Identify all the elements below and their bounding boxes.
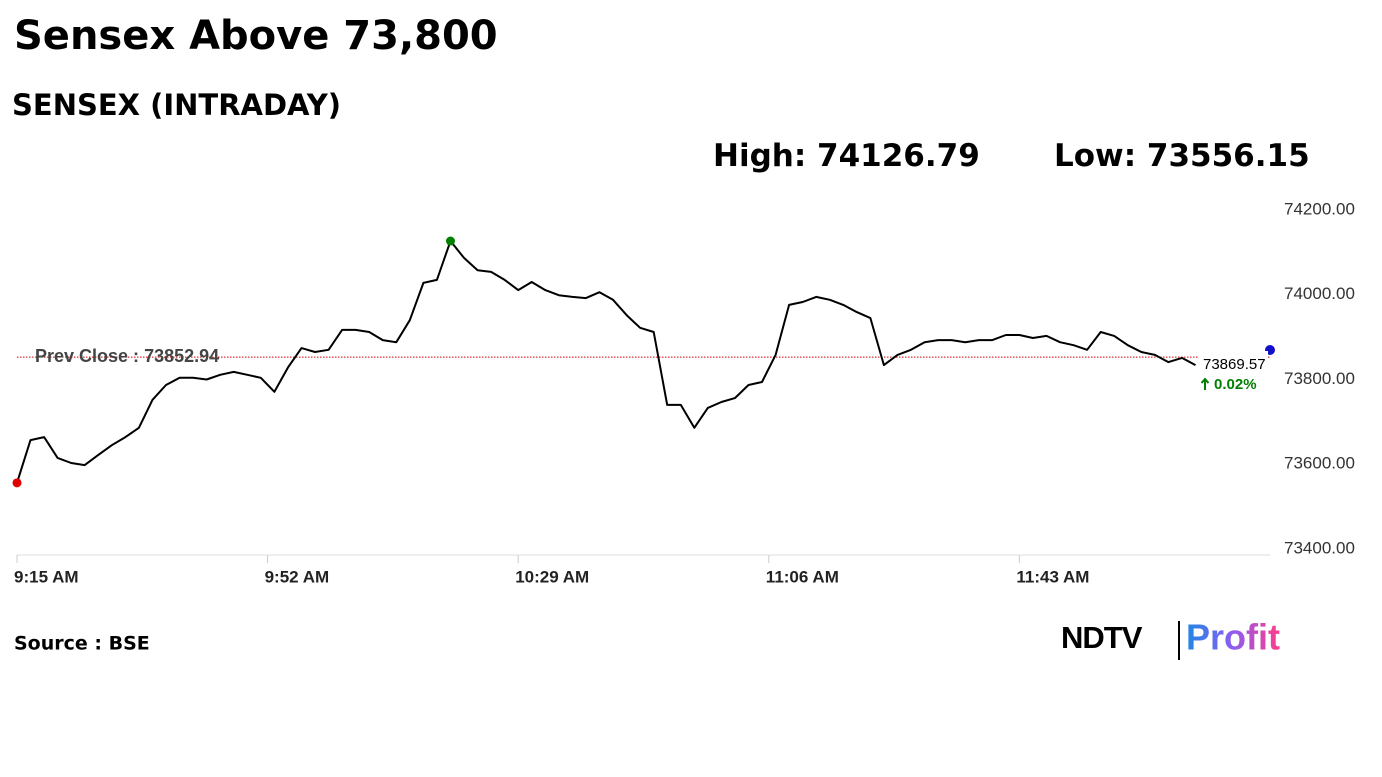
x-tick-label: 9:52 AM <box>265 567 330 586</box>
prev-close-value: 73852.94 <box>144 346 219 366</box>
logo-brand: NDTV <box>1061 620 1143 655</box>
y-tick-label: 73600.00 <box>1284 454 1355 473</box>
low-label: Low: <box>1054 138 1136 174</box>
high-label: High: <box>713 138 806 174</box>
high-info: High: 74126.79 <box>713 138 980 174</box>
low-value: 73556.15 <box>1147 138 1310 174</box>
chart-title: Sensex Above 73,800 <box>14 13 498 59</box>
x-tick-label: 10:29 AM <box>515 567 589 586</box>
low-info: Low: 73556.15 <box>1054 138 1310 174</box>
x-tick-label: 9:15 AM <box>14 567 79 586</box>
chart-subtitle: SENSEX (INTRADAY) <box>12 88 341 122</box>
high-marker <box>445 236 455 246</box>
logo-product: Profit <box>1186 617 1280 658</box>
y-tick-label: 73800.00 <box>1284 369 1355 388</box>
last-label-bg <box>1198 351 1268 392</box>
last-value: 73869.57 <box>1203 356 1266 373</box>
prev-close-label: Prev Close : <box>35 346 139 366</box>
x-tick-label: 11:43 AM <box>1016 567 1089 586</box>
change-arrow <box>1200 377 1210 391</box>
low-marker <box>12 478 22 488</box>
y-tick-label: 74000.00 <box>1284 284 1355 303</box>
y-tick-label: 74200.00 <box>1284 199 1355 218</box>
y-tick-label: 73400.00 <box>1284 538 1355 557</box>
prev-close-info: Prev Close : 73852.94 <box>35 346 219 366</box>
price-line <box>16 240 1196 484</box>
change-value: 0.02% <box>1214 376 1257 393</box>
high-value: 74126.79 <box>817 138 980 174</box>
source: Source : BSE <box>14 633 150 655</box>
x-tick-label: 11:06 AM <box>766 567 839 586</box>
